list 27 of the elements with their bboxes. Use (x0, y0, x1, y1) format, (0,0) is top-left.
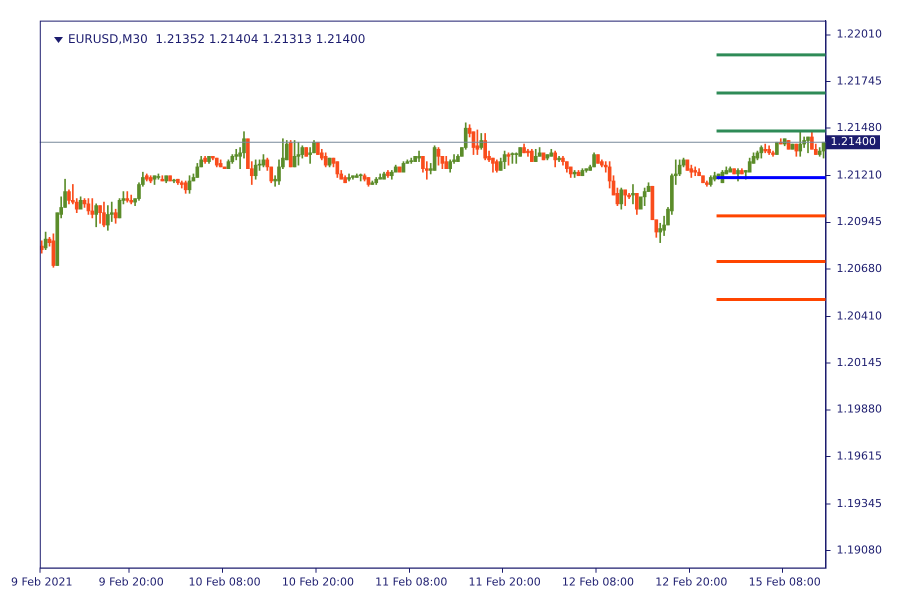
x-tick-label: 10 Feb 20:00 (282, 575, 354, 588)
y-tick-label: 1.22010 (836, 28, 882, 41)
y-tick-label: 1.20945 (836, 215, 882, 228)
y-tick-label: 1.21210 (836, 168, 882, 182)
x-tick-label: 11 Feb 08:00 (375, 575, 448, 588)
x-tick-label: 15 Feb 08:00 (748, 575, 821, 588)
x-tick-label: 10 Feb 08:00 (188, 575, 261, 588)
ref-line-label: 1.21400 (830, 135, 876, 148)
candlestick (296, 142, 300, 166)
x-tick-label: 12 Feb 20:00 (655, 575, 728, 588)
candlestick (631, 184, 635, 204)
y-tick-label: 1.20410 (836, 309, 882, 322)
y-tick-label: 1.19345 (836, 496, 882, 510)
y-tick-label: 1.21745 (836, 74, 882, 88)
y-tick-label: 1.19880 (836, 402, 882, 416)
y-tick-label: 1.19080 (836, 544, 882, 557)
y-tick-label: 1.20145 (836, 356, 882, 370)
candlestick (417, 150, 421, 162)
y-tick-label: 1.20680 (836, 262, 882, 275)
x-tick-label: 11 Feb 20:00 (468, 575, 541, 588)
text: EURUSD,M30 1.21352 1.21404 1.21313 1.21400 (68, 32, 366, 46)
x-tick-label: 9 Feb 20:00 (98, 575, 164, 588)
x-tick-label: 9 Feb 2021 (10, 575, 72, 588)
y-tick-label: 1.19615 (836, 449, 882, 462)
candlestick (506, 152, 510, 166)
y-tick-label: 1.21480 (836, 121, 882, 134)
x-tick-label: 12 Feb 08:00 (562, 575, 634, 588)
